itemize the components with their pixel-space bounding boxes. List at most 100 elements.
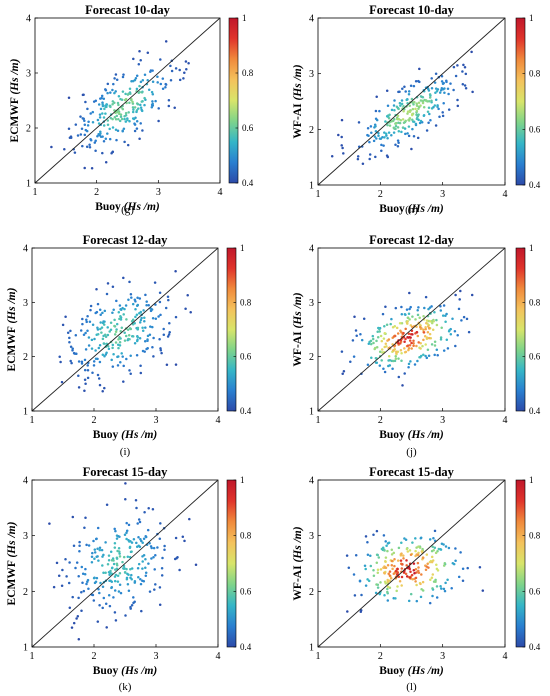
data-point bbox=[149, 70, 152, 74]
data-point bbox=[410, 573, 414, 577]
data-point bbox=[83, 389, 86, 393]
data-point bbox=[117, 355, 120, 358]
data-point bbox=[94, 311, 97, 315]
data-point bbox=[108, 137, 112, 141]
data-point bbox=[151, 69, 154, 72]
data-point bbox=[77, 596, 80, 600]
data-point bbox=[403, 537, 406, 540]
data-point bbox=[369, 554, 372, 558]
data-point bbox=[340, 135, 343, 139]
y-tick-label: 2 bbox=[23, 352, 28, 363]
data-point bbox=[434, 87, 438, 90]
data-point bbox=[110, 586, 113, 590]
y-tick-label: 3 bbox=[23, 531, 28, 542]
data-point bbox=[113, 318, 116, 322]
data-point bbox=[151, 325, 154, 329]
data-point bbox=[393, 564, 396, 568]
data-point bbox=[61, 323, 65, 327]
data-point bbox=[439, 548, 443, 551]
data-point bbox=[401, 384, 404, 387]
x-tick-label: 1 bbox=[30, 415, 35, 426]
data-point bbox=[391, 325, 395, 329]
data-point bbox=[182, 77, 185, 80]
data-point bbox=[412, 342, 415, 345]
data-point bbox=[82, 93, 85, 96]
data-point bbox=[66, 331, 70, 334]
data-point bbox=[164, 40, 168, 43]
data-point bbox=[434, 578, 437, 582]
data-point bbox=[128, 119, 131, 123]
data-point bbox=[101, 151, 104, 155]
data-point bbox=[114, 568, 117, 571]
data-point bbox=[406, 322, 409, 325]
data-point bbox=[156, 546, 159, 549]
data-point bbox=[143, 320, 146, 323]
data-point bbox=[397, 546, 401, 550]
panel-title: Forecast 15-day bbox=[83, 465, 169, 479]
data-point bbox=[84, 567, 87, 571]
data-point bbox=[160, 567, 164, 570]
data-point bbox=[387, 116, 391, 120]
data-point bbox=[417, 341, 420, 344]
data-point bbox=[96, 135, 99, 138]
data-point bbox=[59, 360, 62, 364]
data-point bbox=[128, 101, 131, 104]
data-point bbox=[431, 545, 434, 549]
y-tick-label: 3 bbox=[309, 298, 314, 309]
data-point bbox=[366, 553, 370, 556]
data-point bbox=[157, 315, 160, 318]
data-point bbox=[396, 139, 400, 142]
data-point bbox=[424, 343, 427, 346]
data-point bbox=[141, 326, 144, 329]
data-point bbox=[162, 327, 165, 331]
data-point bbox=[443, 91, 446, 94]
x-tick-label: 2 bbox=[378, 415, 383, 426]
data-point bbox=[83, 358, 87, 362]
data-point bbox=[101, 103, 104, 106]
data-point bbox=[442, 587, 446, 591]
x-tick-label: 2 bbox=[92, 651, 97, 662]
data-point bbox=[394, 597, 397, 600]
data-point bbox=[115, 138, 118, 142]
data-point bbox=[145, 300, 148, 303]
data-point bbox=[415, 109, 419, 113]
data-point bbox=[156, 75, 159, 78]
data-point bbox=[400, 351, 403, 355]
data-point bbox=[124, 614, 127, 617]
data-point bbox=[174, 269, 177, 273]
x-tick-label: 1 bbox=[316, 189, 321, 200]
data-point bbox=[146, 528, 150, 532]
data-point bbox=[464, 86, 468, 90]
data-point bbox=[126, 143, 130, 147]
data-point bbox=[104, 112, 107, 115]
data-point bbox=[437, 107, 440, 111]
data-point bbox=[406, 132, 409, 135]
data-point bbox=[143, 511, 146, 514]
data-point bbox=[422, 353, 425, 357]
data-point bbox=[114, 330, 118, 334]
data-point bbox=[112, 82, 115, 86]
data-point bbox=[414, 318, 417, 321]
y-axis-label: ECMWF (Hs /m) bbox=[9, 58, 21, 142]
data-point bbox=[161, 556, 164, 560]
data-point bbox=[392, 551, 396, 555]
data-point bbox=[416, 334, 420, 338]
data-point bbox=[414, 122, 418, 126]
data-point bbox=[104, 571, 107, 575]
data-point bbox=[96, 118, 100, 122]
data-point bbox=[125, 567, 128, 571]
data-point bbox=[133, 122, 136, 125]
data-point bbox=[407, 134, 411, 138]
data-point bbox=[121, 75, 125, 79]
data-point bbox=[107, 594, 111, 597]
data-point bbox=[436, 104, 439, 107]
data-point bbox=[393, 99, 396, 102]
data-point bbox=[441, 82, 445, 86]
data-point bbox=[92, 539, 95, 543]
data-point bbox=[77, 575, 80, 578]
data-point bbox=[133, 129, 137, 133]
data-point bbox=[160, 574, 164, 577]
data-point bbox=[406, 112, 409, 115]
data-point bbox=[181, 535, 185, 538]
data-point bbox=[82, 589, 86, 593]
